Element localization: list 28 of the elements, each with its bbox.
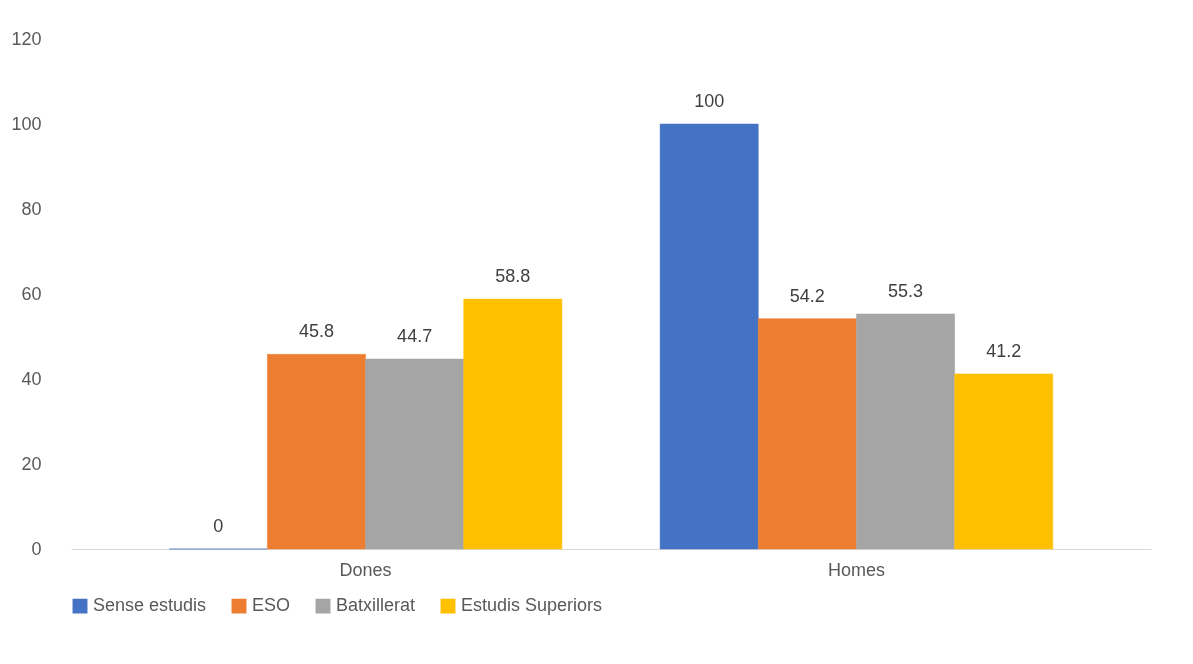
legend-label: ESO xyxy=(252,595,291,616)
data-label: 45.8 xyxy=(298,321,334,342)
legend-label: Sense estudis xyxy=(93,595,207,616)
data-label: 0 xyxy=(213,516,224,536)
y-tick-label: 0 xyxy=(31,538,42,559)
data-label: 100 xyxy=(694,91,725,111)
bar xyxy=(758,318,857,550)
y-tick-label: 40 xyxy=(21,368,42,389)
bar xyxy=(659,123,759,550)
bar xyxy=(954,373,1054,550)
legend-label: Estudis Superiors xyxy=(461,595,603,616)
legend-label: Batxillerat xyxy=(336,595,416,616)
data-label: 44.7 xyxy=(397,326,433,347)
x-tick-label: Homes xyxy=(827,559,885,580)
x-tick-label: Dones xyxy=(339,559,392,580)
bar xyxy=(267,354,366,550)
y-tick-label: 120 xyxy=(11,28,42,49)
y-tick-label: 20 xyxy=(21,453,42,474)
y-tick-label: 100 xyxy=(11,113,42,134)
bar xyxy=(365,358,464,550)
data-label: 55.3 xyxy=(888,280,924,301)
data-label: 58.8 xyxy=(495,266,531,287)
bar xyxy=(856,313,955,550)
y-tick-label: 60 xyxy=(21,283,42,304)
data-label: 54.2 xyxy=(789,285,825,306)
data-label: 41.2 xyxy=(986,340,1022,361)
y-tick-label: 80 xyxy=(21,198,42,219)
bar xyxy=(463,298,563,550)
